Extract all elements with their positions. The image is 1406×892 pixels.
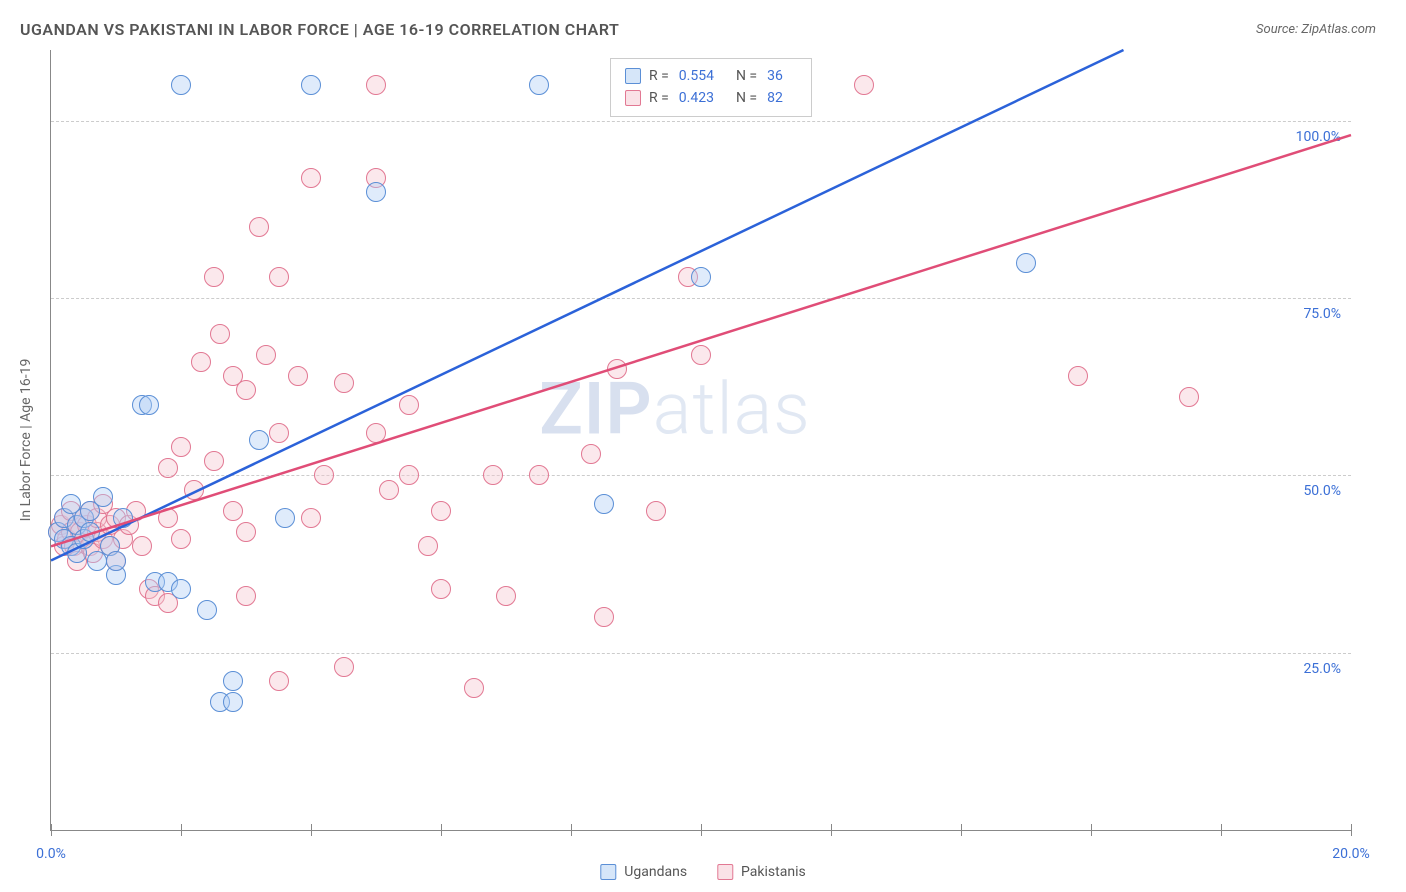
legend-row-pakistanis: R = 0.423 N = 82 [625, 87, 797, 109]
swatch-icon [625, 68, 641, 84]
trendline-pakistanis [51, 135, 1351, 546]
chart-title: UGANDAN VS PAKISTANI IN LABOR FORCE | AG… [20, 20, 619, 39]
swatch-icon [717, 864, 733, 880]
legend-row-ugandans: R = 0.554 N = 36 [625, 65, 797, 87]
plot-area: ZIPatlas 25.0%50.0%75.0%100.0%0.0%20.0% … [50, 50, 1351, 831]
swatch-icon [600, 864, 616, 880]
trendline-ugandans [51, 50, 1124, 561]
legend-label: Pakistanis [741, 864, 806, 880]
source-label: Source: ZipAtlas.com [1256, 22, 1376, 37]
trend-lines [51, 50, 1351, 830]
legend-r-value: 0.423 [679, 87, 714, 109]
legend-n-value: 82 [767, 87, 783, 109]
legend-n-label: N = [736, 65, 757, 87]
swatch-icon [625, 90, 641, 106]
legend-r-label: R = [649, 87, 669, 109]
y-axis-label: In Labor Force | Age 16-19 [18, 359, 34, 522]
legend-label: Ugandans [624, 864, 687, 880]
legend-n-label: N = [736, 87, 757, 109]
x-tick-label: 0.0% [36, 846, 66, 862]
legend-n-value: 36 [767, 65, 783, 87]
legend-item-pakistanis: Pakistanis [717, 864, 806, 880]
legend-item-ugandans: Ugandans [600, 864, 687, 880]
x-tick [1351, 824, 1352, 836]
legend-correlation: R = 0.554 N = 36 R = 0.423 N = 82 [610, 58, 812, 117]
legend-bottom: Ugandans Pakistanis [600, 864, 805, 880]
x-tick-label: 20.0% [1332, 846, 1370, 862]
legend-r-value: 0.554 [679, 65, 714, 87]
legend-r-label: R = [649, 65, 669, 87]
